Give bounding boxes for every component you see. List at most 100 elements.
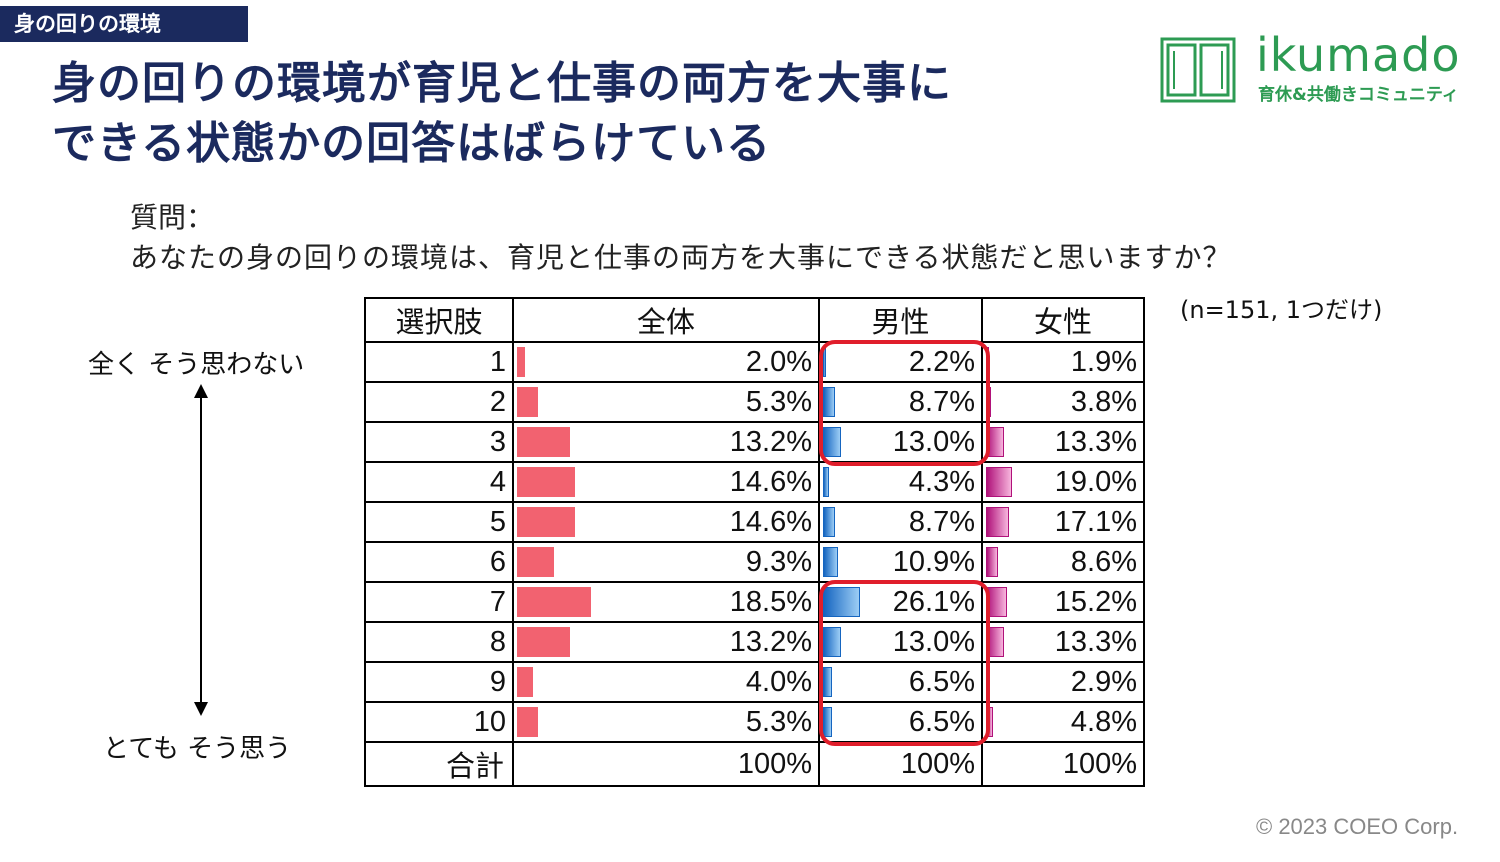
scale-top-label: 全く そう思わない	[88, 350, 305, 380]
male-bar	[823, 507, 836, 537]
female-cell: 4.8%	[981, 701, 1145, 743]
page-title: 身の回りの環境が育児と仕事の両方を大事に できる状態かの回答はばらけている	[52, 54, 1092, 174]
male-value: 13.0%	[892, 426, 975, 458]
logo-subtitle: 育休&共働きコミュニティ	[1258, 85, 1459, 105]
female-value: 13.3%	[1054, 426, 1137, 458]
female-bar	[986, 467, 1012, 497]
question-label: 質問：	[130, 201, 215, 234]
choice-cell: 4	[364, 461, 514, 503]
all-value: 2.0%	[745, 346, 812, 378]
header-male: 男性	[818, 297, 983, 343]
male-cell: 8.7%	[818, 501, 983, 543]
female-value: 17.1%	[1054, 506, 1137, 538]
choice-cell: 8	[364, 621, 514, 663]
all-value: 14.6%	[729, 466, 812, 498]
female-value: 15.2%	[1054, 586, 1137, 618]
total-all: 100%	[512, 741, 820, 787]
total-all-value: 100%	[737, 748, 812, 780]
female-cell: 2.9%	[981, 661, 1145, 703]
male-bar	[823, 467, 830, 497]
results-table: 選択肢 全体 男性 女性 1 2.0% 2.2% 1.9% 2 5.3% 8.7% 3.8% 3…	[364, 297, 1145, 787]
female-value: 1.9%	[1070, 346, 1137, 378]
male-value: 26.1%	[892, 586, 975, 618]
table-row: 6 9.3% 10.9% 8.6%	[364, 541, 1145, 583]
all-value: 14.6%	[729, 506, 812, 538]
female-cell: 13.3%	[981, 621, 1145, 663]
header-female: 女性	[981, 297, 1145, 343]
male-cell: 13.0%	[818, 621, 983, 663]
female-bar	[986, 547, 998, 577]
title-line-2: できる状態かの回答はばらけている	[52, 118, 772, 169]
choice-cell: 6	[364, 541, 514, 583]
table-row: 3 13.2% 13.0% 13.3%	[364, 421, 1145, 463]
table-row: 7 18.5% 26.1% 15.2%	[364, 581, 1145, 623]
total-male: 100%	[818, 741, 983, 787]
all-cell: 14.6%	[512, 461, 820, 503]
all-bar	[517, 667, 533, 697]
all-cell: 9.3%	[512, 541, 820, 583]
all-cell: 2.0%	[512, 341, 820, 383]
header-choice: 選択肢	[364, 297, 514, 343]
all-bar	[517, 707, 539, 737]
choice-cell: 9	[364, 661, 514, 703]
all-cell: 18.5%	[512, 581, 820, 623]
scale-arrow-icon	[194, 384, 208, 716]
female-cell: 13.3%	[981, 421, 1145, 463]
total-female: 100%	[981, 741, 1145, 787]
female-value: 3.8%	[1070, 386, 1137, 418]
male-value: 10.9%	[892, 546, 975, 578]
all-value: 5.3%	[745, 386, 812, 418]
table-row: 8 13.2% 13.0% 13.3%	[364, 621, 1145, 663]
copyright: © 2023 COEO Corp.	[1256, 814, 1459, 839]
male-value: 6.5%	[908, 666, 975, 698]
male-cell: 8.7%	[818, 381, 983, 423]
male-bar	[823, 627, 842, 657]
table-header-row: 選択肢 全体 男性 女性	[364, 297, 1145, 343]
female-value: 8.6%	[1070, 546, 1137, 578]
all-value: 18.5%	[729, 586, 812, 618]
table-row: 10 5.3% 6.5% 4.8%	[364, 701, 1145, 743]
highlight-box	[819, 580, 990, 746]
male-bar	[823, 387, 836, 417]
female-value: 2.9%	[1070, 666, 1137, 698]
total-female-value: 100%	[1062, 748, 1137, 780]
male-value: 8.7%	[908, 386, 975, 418]
all-cell: 13.2%	[512, 621, 820, 663]
female-cell: 15.2%	[981, 581, 1145, 623]
male-cell: 10.9%	[818, 541, 983, 583]
male-value: 2.2%	[908, 346, 975, 378]
section-tag: 身の回りの環境	[0, 6, 248, 42]
table-row: 4 14.6% 4.3% 19.0%	[364, 461, 1145, 503]
female-bar	[986, 507, 1010, 537]
female-cell: 17.1%	[981, 501, 1145, 543]
choice-cell: 10	[364, 701, 514, 743]
male-value: 13.0%	[892, 626, 975, 658]
logo-wordmark: ikumado	[1256, 28, 1461, 82]
male-value: 8.7%	[908, 506, 975, 538]
all-bar	[517, 467, 576, 497]
all-cell: 5.3%	[512, 381, 820, 423]
highlight-box	[819, 340, 990, 466]
total-row: 合計 100% 100% 100%	[364, 741, 1145, 787]
all-bar	[517, 387, 539, 417]
title-line-1: 身の回りの環境が育児と仕事の両方を大事に	[52, 58, 952, 109]
all-bar	[517, 427, 570, 457]
ikumado-logo: ikumado 育休&共働きコミュニティ	[1158, 28, 1478, 106]
male-value: 6.5%	[908, 706, 975, 738]
female-cell: 3.8%	[981, 381, 1145, 423]
all-bar	[517, 627, 570, 657]
male-value: 4.3%	[908, 466, 975, 498]
all-value: 13.2%	[729, 426, 812, 458]
all-cell: 5.3%	[512, 701, 820, 743]
choice-cell: 2	[364, 381, 514, 423]
all-cell: 13.2%	[512, 421, 820, 463]
table-row: 9 4.0% 6.5% 2.9%	[364, 661, 1145, 703]
all-value: 13.2%	[729, 626, 812, 658]
all-bar	[517, 507, 576, 537]
male-cell: 4.3%	[818, 461, 983, 503]
all-value: 4.0%	[745, 666, 812, 698]
table-row: 5 14.6% 8.7% 17.1%	[364, 501, 1145, 543]
total-label: 合計	[364, 741, 514, 787]
choice-cell: 7	[364, 581, 514, 623]
male-cell: 13.0%	[818, 421, 983, 463]
